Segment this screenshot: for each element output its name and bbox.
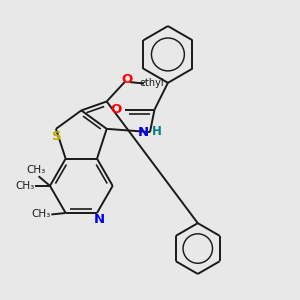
Text: CH₃: CH₃	[16, 181, 35, 191]
Text: ethyl: ethyl	[139, 78, 164, 88]
Text: O: O	[121, 73, 132, 86]
Text: N: N	[138, 126, 149, 139]
Text: S: S	[52, 130, 62, 142]
Text: O: O	[111, 103, 122, 116]
Text: N: N	[94, 213, 105, 226]
Text: H: H	[152, 125, 161, 138]
Text: CH₃: CH₃	[32, 209, 51, 220]
Text: CH₃: CH₃	[26, 165, 45, 175]
